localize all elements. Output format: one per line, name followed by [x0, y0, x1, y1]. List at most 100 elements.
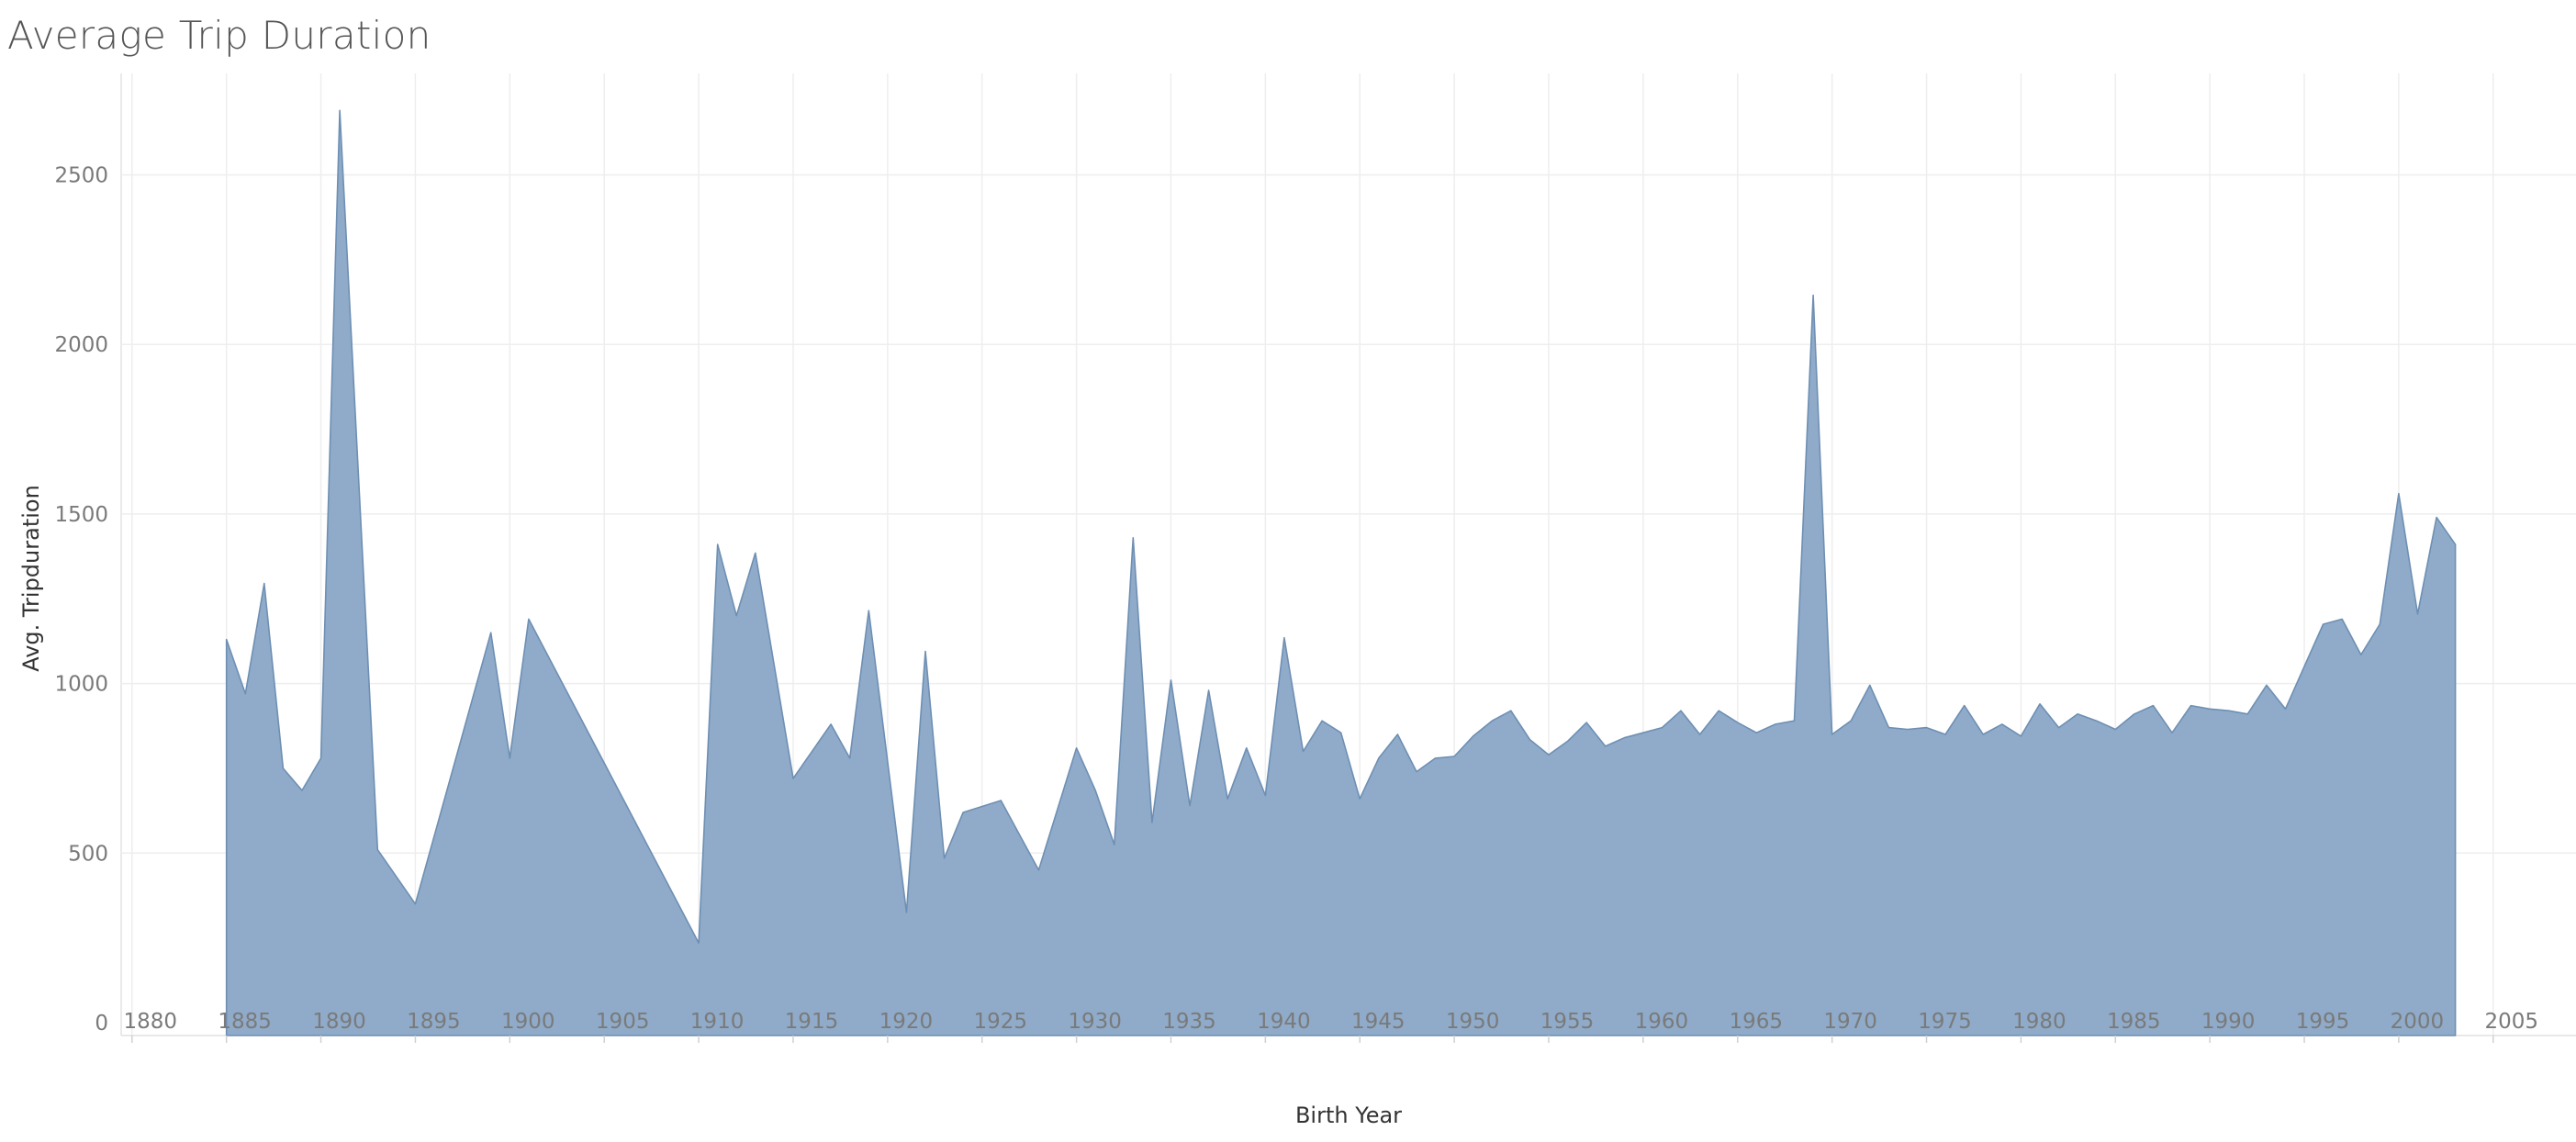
data-point	[2057, 726, 2061, 730]
data-point	[2227, 709, 2231, 712]
data-point	[2246, 712, 2249, 716]
data-point	[2302, 665, 2306, 668]
data-point	[1509, 709, 1513, 712]
data-point	[2284, 707, 2288, 711]
x-tick-label: 1955	[1540, 1010, 1595, 1034]
data-point	[2416, 612, 2420, 616]
x-tick-label: 1890	[312, 1010, 366, 1034]
x-tick-label: 2000	[2391, 1010, 2445, 1034]
data-point	[2340, 617, 2344, 621]
data-point	[791, 777, 795, 780]
data-point	[1679, 709, 1683, 712]
data-point	[697, 941, 700, 945]
x-tick-label: 1990	[2201, 1010, 2256, 1034]
data-point	[2435, 516, 2438, 520]
x-tick-label: 1985	[2107, 1010, 2161, 1034]
data-point	[2190, 704, 2193, 708]
data-point	[2397, 492, 2401, 496]
data-point	[1395, 733, 1399, 736]
data-point	[1943, 733, 1947, 736]
data-point	[281, 767, 285, 770]
area-series-0	[225, 109, 2457, 1036]
data-point	[2454, 543, 2458, 546]
x-tick-label: 1965	[1729, 1010, 1783, 1034]
data-point	[527, 617, 531, 621]
x-tick-label: 1885	[218, 1010, 272, 1034]
data-point	[375, 848, 379, 852]
data-point	[1245, 746, 1249, 750]
data-point	[300, 789, 304, 792]
y-axis-title: Avg. Tripduration	[18, 485, 44, 672]
data-point	[1698, 733, 1702, 736]
x-tick-label: 1925	[973, 1010, 1027, 1034]
data-point	[2113, 728, 2117, 732]
data-point	[1226, 797, 1229, 801]
x-tick-label: 1900	[501, 1010, 555, 1034]
data-point	[2378, 622, 2381, 626]
data-point	[1868, 683, 1872, 687]
data-point	[1302, 750, 1305, 754]
x-tick-label: 1940	[1257, 1010, 1311, 1034]
data-point	[999, 799, 1002, 802]
data-point	[1622, 736, 1626, 740]
data-point	[1188, 804, 1192, 808]
data-point	[2095, 719, 2099, 722]
data-point	[489, 631, 493, 634]
data-point	[413, 902, 417, 906]
tick-layer: 1880 1885 1890 1895 1900 1905 1910 1915 1920 1925…	[54, 164, 2539, 1043]
data-point	[1113, 843, 1116, 846]
data-point	[1906, 728, 1910, 732]
data-point	[943, 856, 946, 860]
data-point	[734, 614, 738, 618]
data-point	[243, 692, 247, 696]
data-point	[1887, 726, 1890, 730]
data-point	[1963, 704, 1966, 708]
data-point	[961, 811, 965, 814]
y-tick-label: 0	[95, 1012, 108, 1036]
x-tick-label: 1880	[124, 1010, 178, 1034]
data-point	[2076, 712, 2079, 716]
data-point	[2151, 704, 2155, 708]
x-tick-label: 1905	[596, 1010, 650, 1034]
data-point	[1490, 719, 1494, 722]
x-tick-label: 1950	[1446, 1010, 1500, 1034]
x-tick-label: 1935	[1162, 1010, 1216, 1034]
data-point	[2000, 722, 2004, 726]
data-point	[754, 551, 757, 554]
x-tick-label: 2005	[2485, 1010, 2539, 1034]
data-point	[2133, 712, 2136, 716]
data-point	[2019, 734, 2022, 738]
data-point	[1831, 733, 1834, 736]
data-point	[1528, 738, 1531, 742]
data-point	[1263, 794, 1267, 798]
data-point	[1717, 709, 1720, 712]
data-point	[1320, 719, 1324, 722]
data-point	[1981, 733, 1985, 736]
data-point	[924, 650, 927, 654]
data-point	[1604, 745, 1607, 748]
data-point	[867, 609, 870, 612]
x-tick-label: 1945	[1351, 1010, 1406, 1034]
data-point	[1170, 678, 1173, 682]
data-point	[1339, 731, 1343, 734]
data-point	[263, 582, 266, 586]
data-point	[1754, 731, 1758, 734]
data-point	[1377, 756, 1381, 760]
data-point	[1547, 753, 1551, 756]
y-tick-label: 1000	[54, 673, 108, 697]
data-point	[1566, 739, 1570, 743]
data-point	[1131, 536, 1135, 540]
data-point	[2265, 683, 2268, 687]
data-point	[2038, 702, 2042, 706]
data-point	[1472, 734, 1475, 738]
y-tick-label: 1500	[54, 503, 108, 527]
data-point	[225, 638, 229, 642]
data-point	[829, 722, 833, 726]
data-point	[1358, 797, 1361, 801]
y-tick-label: 500	[68, 842, 108, 866]
data-point	[2170, 731, 2174, 734]
x-tick-label: 1995	[2296, 1010, 2350, 1034]
data-point	[1811, 294, 1815, 297]
data-point	[2208, 707, 2212, 711]
